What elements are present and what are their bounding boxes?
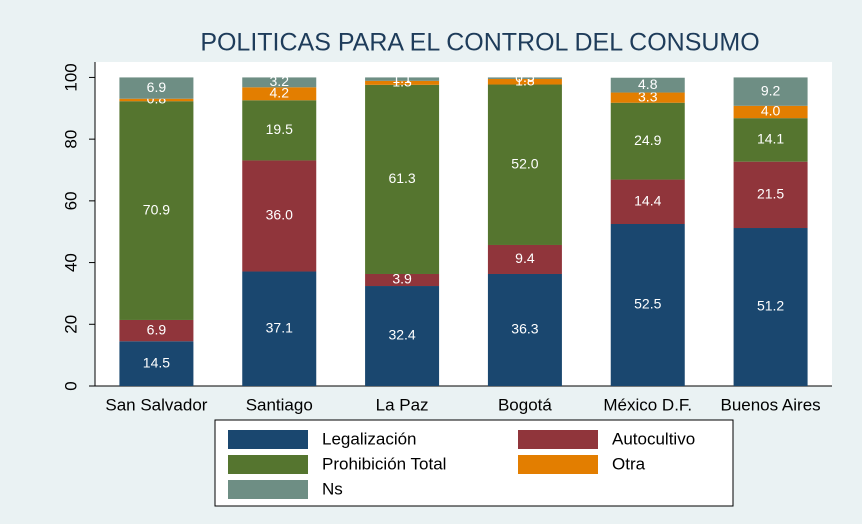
legend-swatch [228,455,308,474]
legend-label: Otra [612,454,646,473]
bar-segment [733,118,808,162]
bar-segment [610,92,685,103]
bar-segment [119,98,194,102]
bar-segment [733,105,808,119]
bar-segment [242,100,317,161]
bar-segment [242,271,317,386]
bar-segment [487,84,562,245]
bar-segment [365,77,440,81]
chart-title: POLITICAS PARA EL CONTROL DEL CONSUMO [200,29,759,57]
bar-segment [487,244,562,274]
bar-segment [487,78,562,85]
y-tick-label: 60 [61,191,80,210]
value-label: 14.5 [143,354,170,370]
legend-label: Autocultivo [612,429,695,448]
value-label: 6.9 [147,321,167,337]
y-tick-label: 40 [61,253,80,272]
value-label: 4.0 [761,103,781,119]
bar-segment [610,102,685,180]
value-label: 1.8 [515,72,535,88]
bar-segment [733,161,808,229]
bar-segment [733,77,808,106]
bar-segment [487,273,562,386]
y-tick-label: 100 [61,63,80,91]
legend-swatch [518,430,598,449]
y-tick-label: 20 [61,315,80,334]
x-tick-label: México D.F. [603,395,692,414]
x-tick-label: Bogotá [498,395,552,414]
value-label: 9.2 [761,82,781,98]
plot-area [95,62,832,386]
bar-segment [610,224,685,386]
value-label: 51.2 [757,298,784,314]
value-label: 9.4 [515,250,535,266]
bar-segment [119,101,194,320]
value-label: 19.5 [266,121,293,137]
value-label: 36.0 [266,207,293,223]
y-tick-label: 0 [61,381,80,390]
bar-segment [119,319,194,342]
value-label: 6.9 [147,79,167,95]
value-label: 4.2 [270,84,290,100]
y-tick-label: 80 [61,130,80,149]
legend-label: Ns [322,479,343,498]
bar-segment [242,77,317,88]
legend-swatch [228,430,308,449]
legend-swatch [518,455,598,474]
bar-segment [242,87,317,101]
bar-segment [119,341,194,386]
x-tick-label: Buenos Aires [720,395,820,414]
value-label: 14.1 [757,131,784,147]
bar-segment [365,286,440,386]
value-label: 21.5 [757,186,784,202]
value-label: 52.5 [634,296,661,312]
bar-segment [610,77,685,93]
value-label: 14.4 [634,192,661,208]
value-label: 4.8 [638,76,658,92]
x-tick-label: San Salvador [105,395,207,414]
value-label: 36.3 [511,321,538,337]
legend-swatch [228,480,308,499]
value-label: 3.9 [392,271,412,287]
value-label: 37.1 [266,319,293,335]
x-tick-label: La Paz [376,395,429,414]
value-label: 3.2 [270,73,290,89]
bar-segment [365,80,440,85]
bar-segment [119,77,194,99]
bar-segment [487,77,562,79]
value-label: 1.1 [392,70,412,86]
bar-segment [365,84,440,274]
legend-label: Prohibición Total [322,454,446,473]
value-label: 61.3 [388,170,415,186]
bar-segment [733,228,808,386]
bar-segment [242,160,317,272]
legend-label: Legalización [322,429,417,448]
x-tick-label: Santiago [246,395,313,414]
value-label: 32.4 [388,327,415,343]
value-label: 70.9 [143,201,170,217]
bar-segment [610,179,685,224]
value-label: 24.9 [634,132,661,148]
value-label: 52.0 [511,155,538,171]
bar-segment [365,273,440,287]
value-label: 0.5 [515,69,535,85]
